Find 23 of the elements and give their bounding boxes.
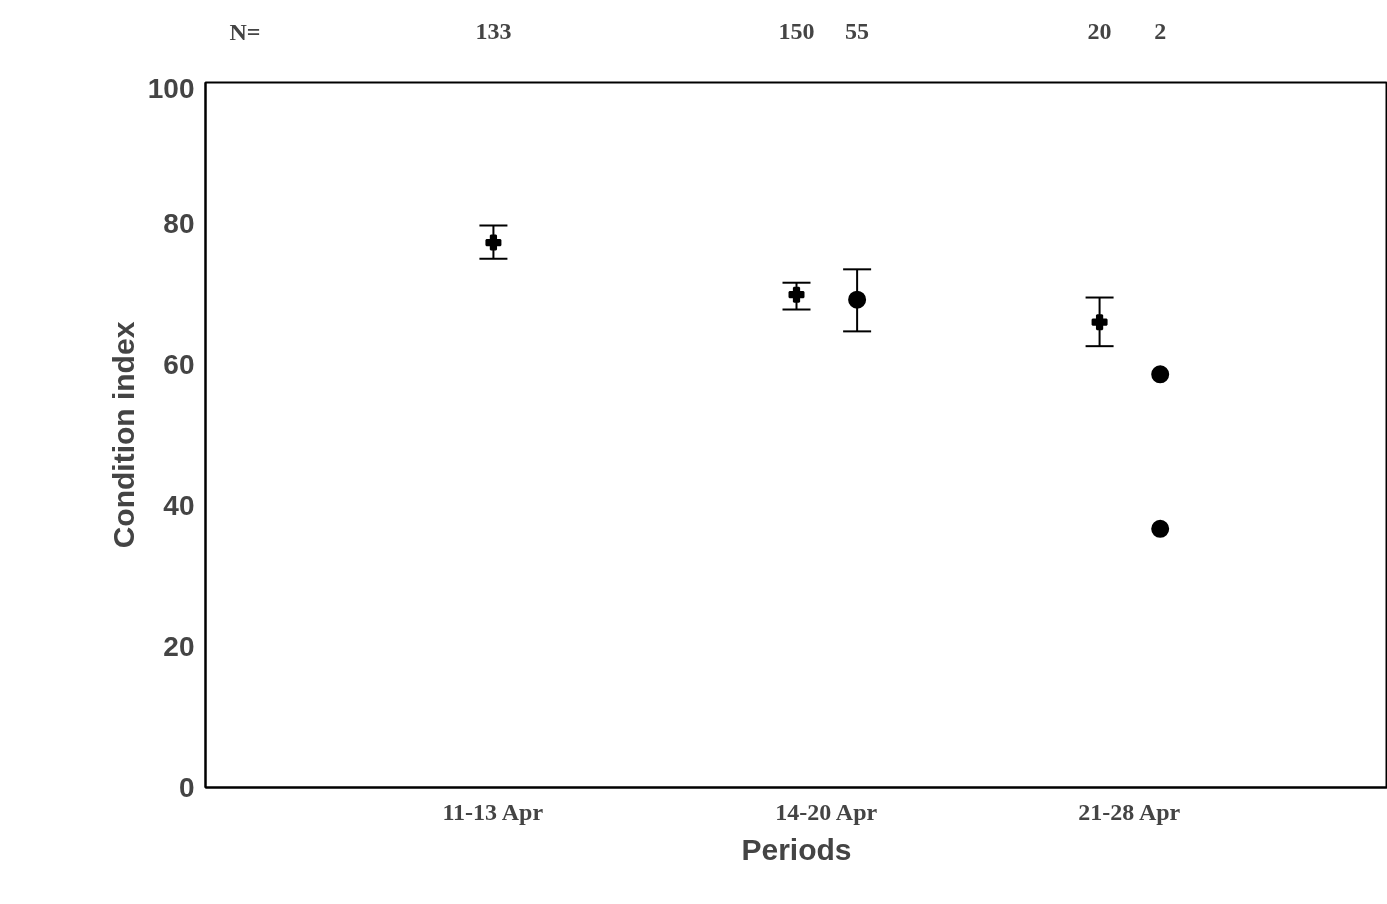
text: 150 bbox=[778, 18, 815, 45]
point bbox=[788, 286, 805, 303]
y-axis-title: Condition index bbox=[106, 321, 140, 549]
text: 20 bbox=[1087, 18, 1112, 45]
text: N= bbox=[229, 18, 261, 45]
point bbox=[848, 290, 867, 309]
y-tick-label: 40 bbox=[163, 490, 195, 521]
y-tick-label: 0 bbox=[178, 772, 195, 803]
x-axis-title: Periods bbox=[741, 832, 852, 866]
y-tick-label: 60 bbox=[163, 349, 195, 380]
point bbox=[485, 234, 502, 251]
x-tick-label: 21-28 Apr bbox=[1078, 798, 1181, 825]
y-tick-label: 20 bbox=[163, 631, 195, 662]
text: 133 bbox=[475, 18, 512, 45]
text: 55 bbox=[845, 18, 870, 45]
y-tick-label: 80 bbox=[163, 208, 195, 239]
point bbox=[1151, 519, 1170, 538]
text: 2 bbox=[1154, 18, 1167, 45]
x-tick-label: 14-20 Apr bbox=[775, 798, 878, 825]
y-tick-label: 100 bbox=[147, 72, 195, 104]
point bbox=[1151, 365, 1170, 384]
x-tick-label: 11-13 Apr bbox=[442, 798, 544, 825]
point bbox=[1091, 314, 1108, 331]
